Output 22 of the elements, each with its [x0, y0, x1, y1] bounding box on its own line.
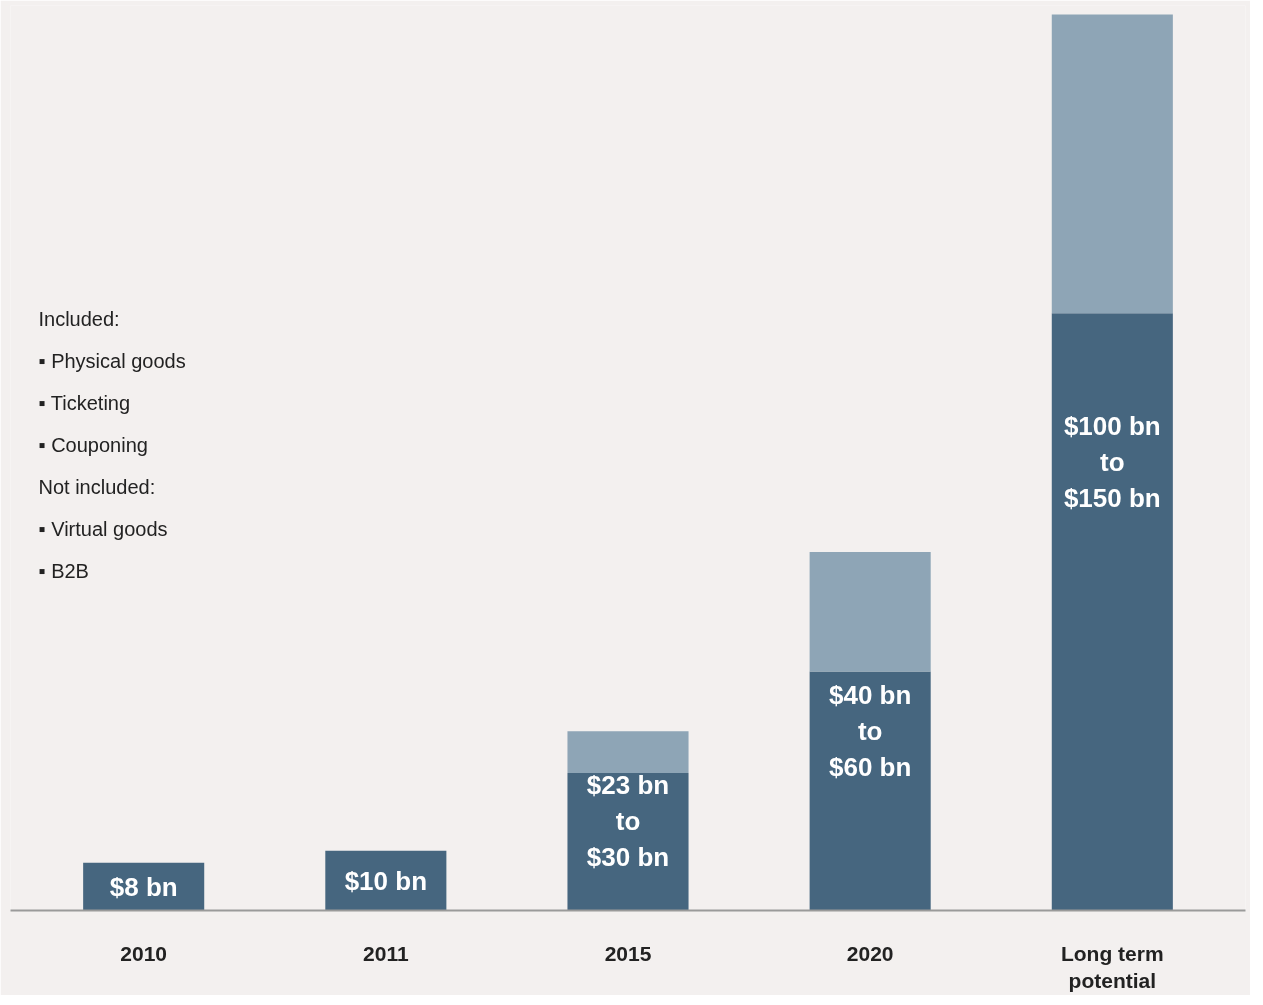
annotation: ▪ Ticketing: [38, 392, 131, 415]
x-tick-label: 2020: [846, 941, 894, 965]
x-tick-label: 2015: [604, 941, 652, 965]
annotation: ▪ Virtual goods: [38, 518, 168, 541]
x-tick-label: 2010: [120, 941, 168, 965]
bar: [1051, 14, 1173, 314]
annotation: $23 bn to $30 bn: [586, 769, 670, 872]
annotation: $100 bn to $150 bn: [1063, 411, 1161, 514]
annotation: $40 bn to $60 bn: [828, 680, 912, 783]
annotation: ▪ B2B: [38, 560, 89, 583]
bar: [809, 552, 931, 672]
bar: [1051, 313, 1173, 911]
bar: [809, 671, 931, 911]
bar: [567, 731, 689, 774]
data-label: $10 bn: [344, 865, 428, 896]
annotation: ▪ Physical goods: [38, 350, 186, 373]
annotation: Included:: [38, 308, 120, 331]
data-label: $8 bn: [109, 871, 178, 902]
annotation: Not included:: [38, 476, 156, 499]
x-tick-label: 2011: [363, 941, 409, 965]
x-tick-label: Long term potential: [1060, 941, 1164, 993]
annotation: ▪ Couponing: [38, 434, 148, 457]
